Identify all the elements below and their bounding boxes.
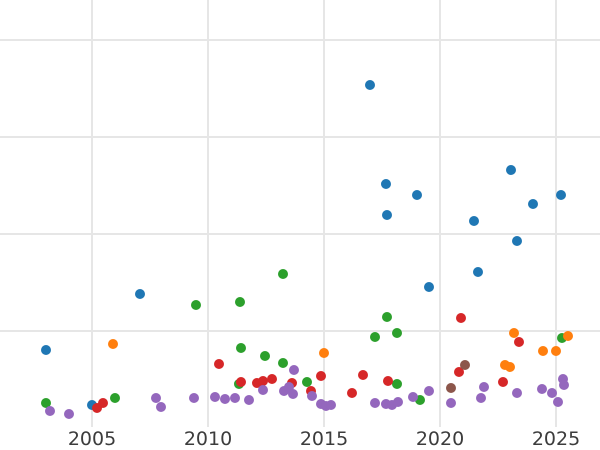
data-point-purple <box>307 391 317 401</box>
data-point-green <box>260 351 270 361</box>
data-point-blue <box>473 267 483 277</box>
data-point-blue <box>528 199 538 209</box>
data-point-red <box>252 378 262 388</box>
data-point-green <box>392 328 402 338</box>
data-point-green <box>236 343 246 353</box>
data-point-purple <box>381 399 391 409</box>
data-point-blue <box>41 345 51 355</box>
vertical-gridline <box>439 0 441 427</box>
vertical-gridline <box>207 0 209 427</box>
data-point-blue <box>556 190 566 200</box>
data-point-purple <box>151 393 161 403</box>
data-point-blue <box>382 210 392 220</box>
data-point-green <box>382 312 392 322</box>
data-point-purple <box>288 389 298 399</box>
data-point-purple <box>408 392 418 402</box>
data-point-purple <box>387 400 397 410</box>
data-point-green <box>235 297 245 307</box>
horizontal-gridline <box>0 39 600 41</box>
data-point-purple <box>537 384 547 394</box>
data-point-blue <box>381 179 391 189</box>
horizontal-gridline <box>0 233 600 235</box>
data-point-blue <box>506 165 516 175</box>
data-point-purple <box>393 397 403 407</box>
data-point-purple <box>370 398 380 408</box>
data-point-purple <box>476 393 486 403</box>
data-point-red <box>92 403 102 413</box>
data-point-red <box>514 337 524 347</box>
data-point-purple <box>446 398 456 408</box>
data-point-brown <box>446 383 456 393</box>
data-point-blue <box>424 282 434 292</box>
data-point-red <box>456 313 466 323</box>
x-tick-label: 2010 <box>183 428 233 450</box>
vertical-gridline <box>91 0 93 427</box>
data-point-red <box>383 376 393 386</box>
data-point-red <box>98 398 108 408</box>
data-point-orange <box>319 348 329 358</box>
data-point-purple <box>424 386 434 396</box>
data-point-orange <box>509 328 519 338</box>
vertical-gridline <box>555 0 557 427</box>
data-point-blue <box>469 216 479 226</box>
x-tick-label: 2015 <box>299 428 349 450</box>
data-point-red <box>498 377 508 387</box>
data-point-purple <box>210 392 220 402</box>
data-point-green <box>191 300 201 310</box>
data-point-green <box>41 398 51 408</box>
data-point-purple <box>284 382 294 392</box>
data-point-purple <box>326 400 336 410</box>
data-point-purple <box>189 393 199 403</box>
data-point-red <box>214 359 224 369</box>
data-point-red <box>258 376 268 386</box>
data-point-orange <box>108 339 118 349</box>
data-point-blue <box>412 190 422 200</box>
data-point-purple <box>279 386 289 396</box>
data-point-blue <box>512 236 522 246</box>
data-point-purple <box>230 393 240 403</box>
data-point-purple <box>258 385 268 395</box>
data-point-red <box>316 371 326 381</box>
data-point-blue <box>135 289 145 299</box>
x-tick-label: 2005 <box>67 428 117 450</box>
data-point-red <box>347 388 357 398</box>
data-point-red <box>236 377 246 387</box>
data-point-green <box>110 393 120 403</box>
data-point-purple <box>512 388 522 398</box>
horizontal-gridline <box>0 136 600 138</box>
data-point-purple <box>547 388 557 398</box>
data-point-green <box>370 332 380 342</box>
data-point-purple <box>156 402 166 412</box>
data-point-brown <box>460 360 470 370</box>
data-point-purple <box>64 409 74 419</box>
data-point-red <box>358 370 368 380</box>
data-point-red <box>267 374 277 384</box>
data-point-orange <box>551 346 561 356</box>
data-point-green <box>278 269 288 279</box>
data-point-purple <box>244 395 254 405</box>
data-point-green <box>415 395 425 405</box>
data-point-orange <box>538 346 548 356</box>
data-point-green <box>278 358 288 368</box>
data-point-green <box>392 379 402 389</box>
vertical-gridline <box>323 0 325 427</box>
data-point-purple <box>479 382 489 392</box>
data-point-green <box>557 333 567 343</box>
data-point-green <box>302 377 312 387</box>
x-tick-label: 2025 <box>531 428 581 450</box>
data-point-orange <box>563 331 573 341</box>
data-point-purple <box>289 365 299 375</box>
data-point-purple <box>45 406 55 416</box>
data-point-purple <box>220 394 230 404</box>
data-point-purple <box>559 380 569 390</box>
x-tick-label: 2020 <box>415 428 465 450</box>
data-point-purple <box>553 397 563 407</box>
data-point-red <box>454 367 464 377</box>
data-point-blue <box>365 80 375 90</box>
data-point-orange <box>505 362 515 372</box>
data-point-purple <box>558 374 568 384</box>
horizontal-gridline <box>0 330 600 332</box>
